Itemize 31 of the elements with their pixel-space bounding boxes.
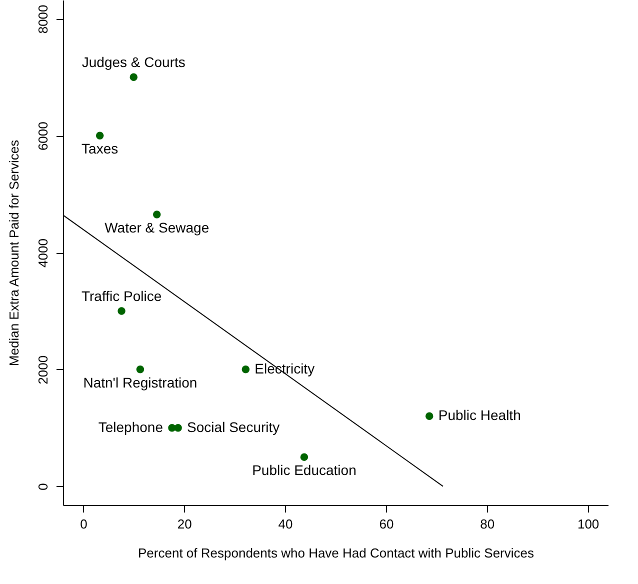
point — [152, 210, 161, 218]
y-tick-label: 8000 — [36, 4, 50, 34]
annotation: Public Health — [438, 407, 521, 424]
annotation: Natn'l Registration — [83, 374, 198, 390]
x-axis-title: Percent of Respondents who Have Had Contact with Public Services — [138, 546, 534, 560]
annotation: Judges & Courts — [82, 54, 186, 70]
annotation: Social Security — [187, 418, 280, 435]
annotation: Taxes — [82, 140, 118, 157]
point — [174, 424, 182, 432]
x-tick-label: 0 — [80, 516, 88, 532]
point — [130, 73, 138, 82]
point — [136, 366, 144, 374]
annotation: Public Education — [252, 462, 356, 478]
point — [300, 453, 308, 461]
y-axis-title: Median Extra Amount Paid for Services — [6, 139, 22, 366]
point — [96, 132, 104, 140]
x-tick-label: 20 — [177, 516, 192, 532]
annotation: Telephone — [98, 418, 164, 435]
annotation: Water & Sewage — [104, 220, 210, 236]
annotation: Traffic Police — [81, 288, 162, 304]
y-tick-label: 2000 — [36, 355, 50, 384]
point — [118, 307, 126, 315]
y-tick-label: 4000 — [36, 238, 50, 268]
y-tick-label: 0 — [36, 483, 50, 490]
point — [242, 366, 250, 374]
x-tick-label: 80 — [480, 516, 495, 532]
x-tick-label: 100 — [577, 516, 600, 532]
point — [425, 412, 434, 420]
x-tick-label: 40 — [278, 516, 293, 532]
x-tick-label: 60 — [379, 516, 394, 532]
y-tick-label: 6000 — [36, 122, 50, 151]
